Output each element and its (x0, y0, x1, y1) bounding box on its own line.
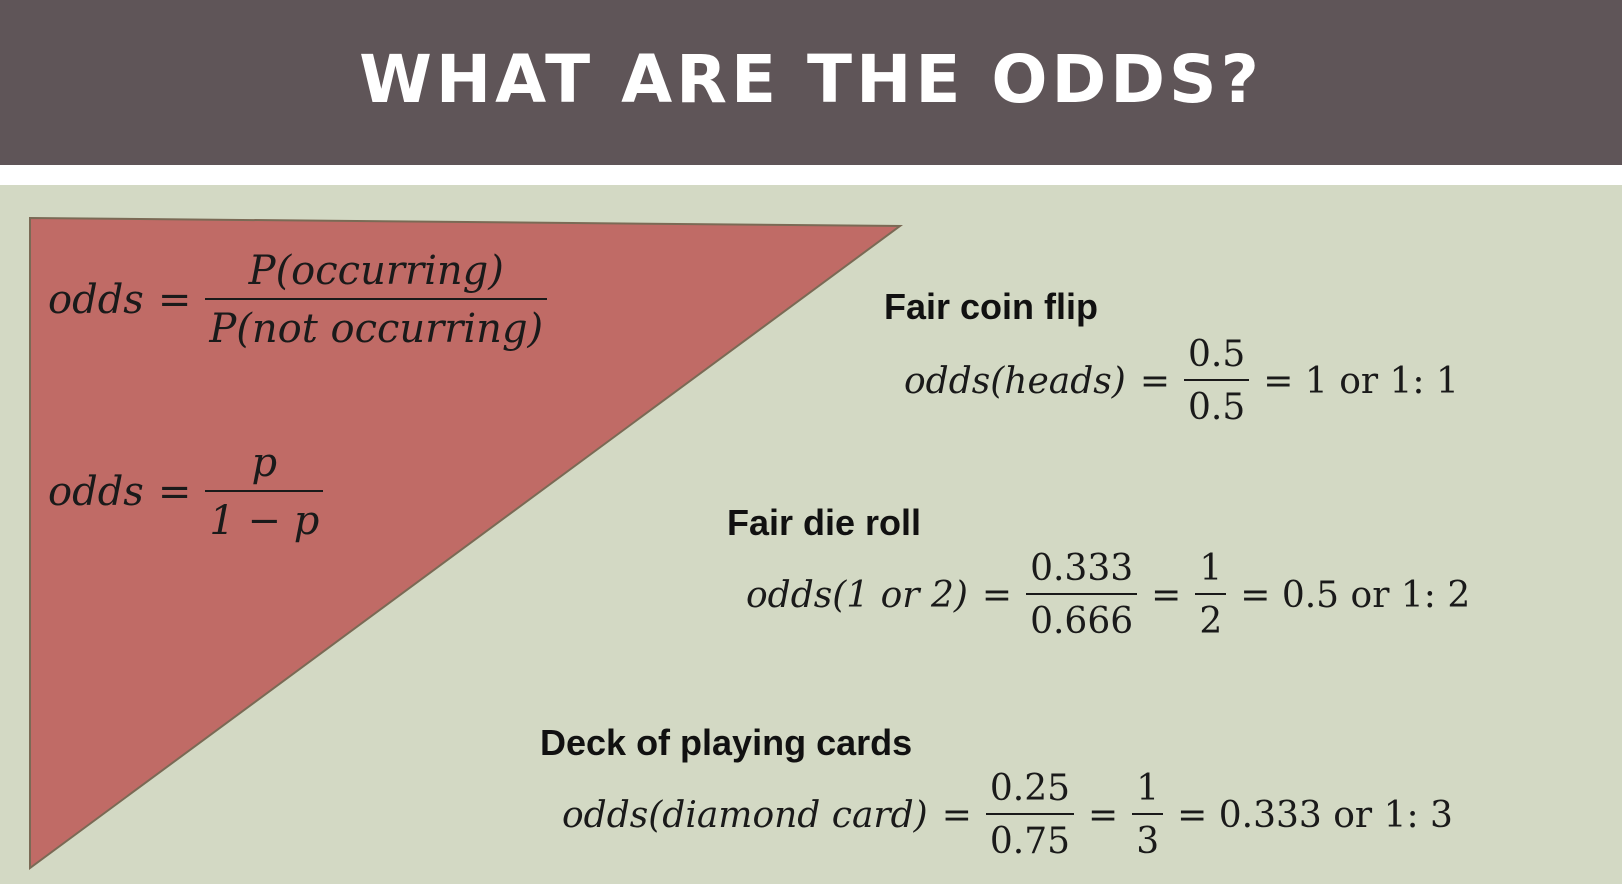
formula-coin-lhs: odds(heads) (904, 361, 1126, 402)
fraction-numerator: p (248, 440, 282, 490)
fraction: 1 3 (1132, 768, 1163, 862)
formula-die-lhs: odds(1 or 2) (746, 575, 968, 616)
formula-general-lhs: odds (48, 277, 144, 323)
fraction-denominator: 0.666 (1026, 593, 1137, 642)
fraction-numerator: 0.5 (1184, 334, 1249, 379)
equals-sign: = (158, 469, 192, 515)
equals-sign: = (1140, 361, 1170, 402)
fraction: 0.25 0.75 (986, 768, 1074, 862)
fraction: 1 2 (1195, 548, 1226, 642)
equals-sign: = (158, 277, 192, 323)
equals-sign: = (1088, 795, 1118, 836)
fraction: P(occurring) P(not occurring) (205, 248, 547, 352)
fraction-denominator: 3 (1132, 813, 1163, 862)
equals-sign: = (1151, 575, 1181, 616)
fraction: 0.5 0.5 (1184, 334, 1249, 428)
formula-coin-result: = 1 or 1: 1 (1263, 361, 1459, 402)
heading-coin: Fair coin flip (884, 286, 1098, 328)
heading-die: Fair die roll (727, 502, 921, 544)
heading-cards: Deck of playing cards (540, 722, 912, 764)
formula-cards: odds(diamond card) = 0.25 0.75 = 1 3 = 0… (562, 768, 1453, 862)
fraction: p 1 − p (205, 440, 323, 544)
fraction-numerator: 1 (1132, 768, 1163, 813)
fraction-denominator: 0.5 (1184, 379, 1249, 428)
fraction-numerator: P(occurring) (245, 248, 508, 298)
fraction-denominator: 1 − p (205, 490, 323, 544)
formula-cards-lhs: odds(diamond card) (562, 795, 928, 836)
equals-sign: = (942, 795, 972, 836)
fraction-numerator: 0.25 (986, 768, 1074, 813)
fraction: 0.333 0.666 (1026, 548, 1137, 642)
fraction-denominator: 2 (1195, 593, 1226, 642)
formula-simple-lhs: odds (48, 469, 144, 515)
formula-die: odds(1 or 2) = 0.333 0.666 = 1 2 = 0.5 o… (746, 548, 1470, 642)
formula-coin: odds(heads) = 0.5 0.5 = 1 or 1: 1 (904, 334, 1459, 428)
fraction-denominator: P(not occurring) (205, 298, 547, 352)
formula-cards-result: = 0.333 or 1: 3 (1177, 795, 1453, 836)
formula-die-result: = 0.5 or 1: 2 (1240, 575, 1470, 616)
fraction-numerator: 1 (1195, 548, 1226, 593)
equals-sign: = (982, 575, 1012, 616)
formula-general: odds = P(occurring) P(not occurring) (48, 248, 547, 352)
formula-simple: odds = p 1 − p (48, 440, 323, 544)
fraction-denominator: 0.75 (986, 813, 1074, 862)
fraction-numerator: 0.333 (1026, 548, 1137, 593)
